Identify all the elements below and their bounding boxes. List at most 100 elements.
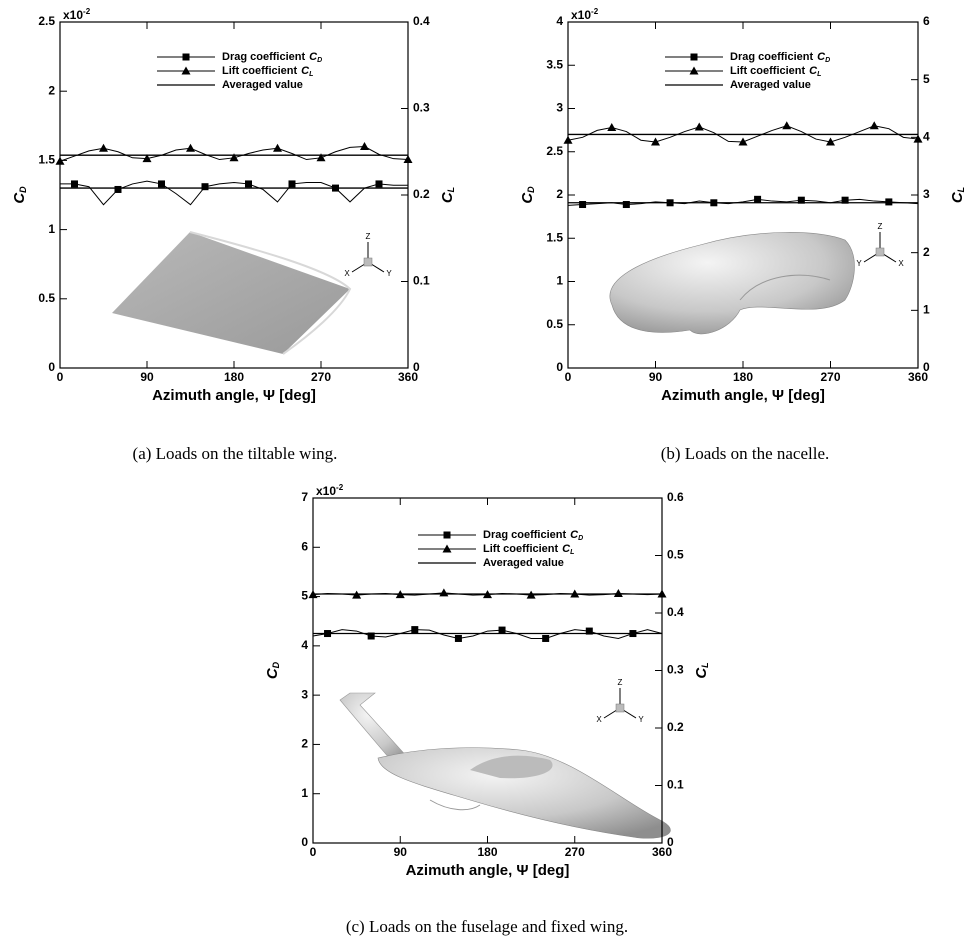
subscript: D — [18, 186, 28, 193]
symbol: C — [519, 192, 536, 204]
legend-label: Lift coefficient CL — [483, 543, 574, 556]
axis-label: CD — [519, 186, 536, 204]
marker — [710, 199, 718, 207]
y-tick-label: 4 — [556, 14, 563, 28]
legend-name: Lift coefficient — [483, 543, 559, 555]
axis-label: CD — [11, 186, 28, 204]
marker — [288, 180, 296, 188]
triad-cube — [363, 257, 373, 267]
y-tick-label: 0 — [301, 835, 308, 849]
y-tick-label: 0.5 — [38, 291, 55, 305]
x-tick-label: 360 — [398, 370, 418, 384]
marker — [439, 588, 449, 597]
y2-tick-label: 2 — [923, 245, 930, 259]
marker — [201, 183, 209, 191]
legend-label: Averaged value — [730, 79, 811, 91]
legend-sub: L — [570, 549, 574, 556]
nacelle-rendering — [609, 232, 855, 335]
y-tick-label: 2 — [301, 737, 308, 751]
marker — [629, 630, 637, 638]
y2-tick-label: 0.5 — [667, 548, 684, 562]
triad-label: Z — [366, 232, 371, 241]
marker — [55, 156, 65, 165]
y-tick-label: 2.5 — [38, 14, 55, 28]
x-tick-label: 270 — [565, 845, 585, 859]
subscript: L — [446, 187, 456, 193]
legend-label: Lift coefficient CL — [222, 65, 313, 78]
marker — [273, 143, 282, 152]
legend-sub: L — [309, 71, 313, 78]
y2-tick-label: 0 — [923, 360, 930, 374]
marker — [694, 122, 704, 131]
marker — [360, 142, 369, 151]
caption: (c) Loads on the fuselage and fixed wing… — [346, 917, 628, 936]
axis-label: CL — [693, 662, 710, 678]
wing-rendering — [112, 231, 352, 355]
legend-marker — [690, 53, 698, 61]
symbol: C — [693, 667, 710, 679]
marker — [613, 588, 623, 597]
y-tick-label: 0.5 — [546, 317, 563, 331]
marker — [229, 153, 239, 162]
marker — [158, 180, 165, 188]
marker — [332, 184, 339, 192]
scale-base: x10 — [316, 484, 336, 498]
legend-marker — [689, 66, 699, 75]
y-tick-label: 0 — [556, 360, 563, 374]
marker — [542, 634, 550, 642]
marker — [186, 143, 195, 152]
triad-label: Z — [878, 222, 883, 231]
marker — [71, 180, 78, 188]
symbol: C — [11, 192, 28, 204]
caption: (a) Loads on the tiltable wing. — [133, 444, 338, 463]
marker — [826, 137, 835, 146]
legend-label: Averaged value — [222, 79, 303, 91]
y-scale: x10-2 — [63, 7, 91, 22]
y-tick-label: 3 — [301, 687, 308, 701]
legend-label: Drag coefficient CD — [222, 51, 322, 64]
legend-symbol: C — [309, 51, 318, 63]
marker — [99, 143, 108, 152]
marker — [367, 632, 375, 640]
legend-marker — [181, 66, 191, 75]
y2-tick-label: 6 — [923, 14, 930, 28]
legend-marker — [443, 531, 451, 539]
legend-label: Drag coefficient CD — [483, 529, 583, 542]
y2-tick-label: 5 — [923, 72, 930, 86]
y-scale: x10-2 — [571, 7, 599, 22]
triad-label: X — [344, 269, 350, 278]
legend-name: Drag coefficient — [730, 51, 813, 63]
x-axis-label: Azimuth angle, Ψ [deg] — [661, 387, 825, 404]
legend-sub: D — [578, 535, 583, 542]
y-tick-label: 5 — [301, 589, 308, 603]
x-tick-label: 90 — [140, 370, 154, 384]
aircraft-rendering — [339, 692, 671, 839]
legend-name: Lift coefficient — [730, 65, 806, 77]
axis-label: CL — [439, 187, 456, 203]
y2-tick-label: 0.3 — [413, 101, 430, 115]
marker — [403, 155, 413, 164]
marker — [498, 626, 506, 634]
subscript: D — [526, 186, 536, 193]
legend-symbol: C — [570, 529, 579, 541]
y2-tick-label: 0.1 — [667, 778, 684, 792]
caption: (b) Loads on the nacelle. — [661, 444, 830, 463]
marker — [395, 590, 405, 599]
triad-label: Z — [618, 678, 623, 687]
y-tick-label: 1.5 — [38, 153, 55, 167]
y2-tick-label: 0.2 — [667, 720, 684, 734]
legend-name: Drag coefficient — [483, 529, 566, 541]
marker — [324, 630, 332, 638]
legend-symbol: C — [817, 51, 826, 63]
x-axis-label: Azimuth angle, Ψ [deg] — [152, 387, 316, 404]
y-tick-label: 2 — [556, 187, 563, 201]
x-axis-label: Azimuth angle, Ψ [deg] — [406, 862, 570, 879]
marker — [797, 196, 805, 204]
marker — [657, 589, 667, 598]
y-tick-label: 1 — [48, 222, 55, 236]
marker — [579, 201, 587, 209]
data-line — [60, 180, 408, 206]
y-tick-label: 3.5 — [546, 57, 563, 71]
symbol: C — [949, 191, 966, 203]
y-tick-label: 2.5 — [546, 144, 563, 158]
